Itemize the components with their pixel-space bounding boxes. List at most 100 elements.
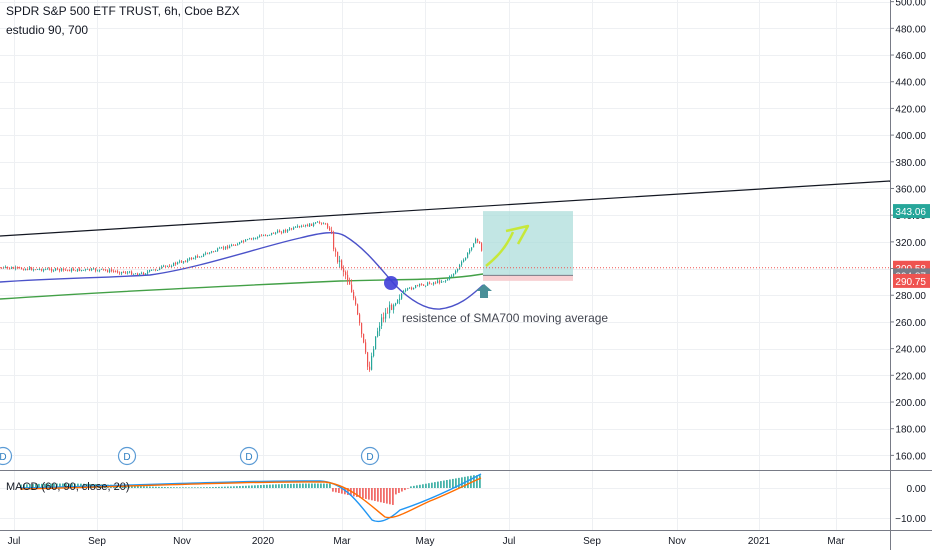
macd-bar [395, 488, 397, 495]
candle [335, 249, 337, 252]
time-axis-label: May [416, 536, 435, 547]
candle [369, 366, 371, 370]
dividend-marker-label: D [366, 452, 373, 463]
candle [373, 349, 375, 357]
time-axis-label: 2021 [748, 536, 771, 547]
candle [211, 251, 213, 253]
candle [395, 303, 397, 306]
candle [375, 336, 377, 350]
macd-bar [299, 483, 301, 488]
macd-bar [440, 481, 442, 488]
time-axis-label: Nov [173, 536, 191, 547]
macd-bar [71, 483, 73, 488]
candle [129, 271, 131, 273]
candle [411, 287, 413, 290]
macd-bar [293, 483, 295, 488]
candle [425, 285, 427, 287]
candle [441, 281, 443, 283]
dividend-marker: D [360, 446, 380, 466]
candle [315, 222, 317, 224]
candle [143, 272, 145, 275]
candle [73, 268, 75, 271]
dividend-marker: D [239, 446, 259, 466]
macd-bar [77, 483, 79, 488]
grid [0, 0, 890, 530]
candle [79, 268, 81, 271]
candle [177, 262, 179, 265]
candle [377, 331, 379, 337]
candle [21, 267, 23, 270]
macd-bar [431, 482, 433, 488]
candle [307, 224, 309, 227]
macd-bar [128, 485, 130, 488]
candle [313, 223, 315, 226]
macd-bar [410, 486, 412, 488]
macd-bar [314, 483, 316, 488]
dividend-marker-circle [360, 446, 380, 466]
candle [269, 234, 271, 236]
price-axis-label: 420.00 [895, 104, 926, 115]
macd-bar [449, 479, 451, 488]
macd-bar [272, 484, 274, 488]
candle [469, 249, 471, 254]
macd-bar [257, 485, 259, 488]
candle [357, 304, 359, 315]
candle [267, 235, 269, 236]
candle [233, 244, 235, 246]
macd-bar [278, 484, 280, 488]
macd-legend: MACD (60, 90, close, 20) [6, 481, 130, 493]
macd-bar [359, 488, 361, 498]
time-axis-label: Jul [503, 536, 516, 547]
macd-bar [200, 487, 202, 488]
trendline [0, 180, 891, 237]
candle [123, 271, 125, 273]
candle [135, 273, 137, 275]
candle [431, 283, 433, 285]
candle [139, 273, 141, 276]
candle [175, 262, 177, 265]
target-zone [483, 211, 573, 276]
macd-bar [362, 488, 364, 499]
candle [45, 269, 47, 271]
macd-bar [44, 483, 46, 488]
dividend-marker-label: D [123, 452, 130, 463]
macd-bar [305, 483, 307, 488]
candle [401, 293, 403, 299]
macd-bar [236, 486, 238, 488]
macd-bar [35, 483, 37, 488]
dividend-marker-circle [117, 446, 137, 466]
candle [57, 268, 59, 270]
candle [353, 292, 355, 299]
candle [193, 258, 195, 260]
candle [5, 266, 7, 268]
price-axis-label: 380.00 [895, 158, 926, 169]
candle [385, 312, 387, 319]
macd-bar [377, 488, 379, 502]
candle [75, 270, 77, 272]
macd-bar [29, 484, 31, 488]
price-axis-label: 280.00 [895, 291, 926, 302]
macd-bar [68, 483, 70, 488]
macd-bar [407, 488, 409, 489]
candle [161, 266, 163, 268]
candle [331, 230, 333, 233]
macd-bar [404, 488, 406, 491]
macd-bar [281, 484, 283, 488]
candle [299, 226, 301, 227]
candle [435, 282, 437, 284]
macd-bar [266, 484, 268, 488]
candle [311, 223, 313, 226]
candle [417, 285, 419, 287]
macd-bar [170, 487, 172, 488]
candle [365, 342, 367, 353]
stop-zone [483, 275, 573, 281]
candle [261, 235, 263, 237]
macd-bar [146, 486, 148, 488]
macd-bar [254, 485, 256, 488]
candle [407, 288, 409, 290]
candle [251, 238, 253, 240]
candle [93, 268, 95, 270]
macd-bar [227, 486, 229, 488]
macd-bar [149, 486, 151, 488]
candle [239, 242, 241, 245]
